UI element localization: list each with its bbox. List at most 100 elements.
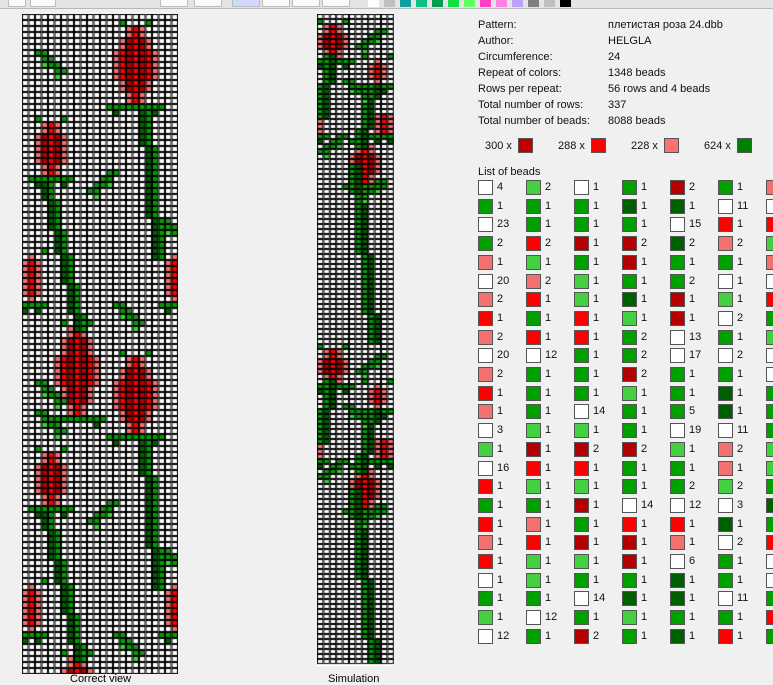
- bead-count: 1: [497, 499, 504, 511]
- bead-swatch: [670, 479, 685, 494]
- bead-count: 2: [545, 181, 552, 193]
- bead-swatch: [526, 274, 541, 289]
- toolbar-button[interactable]: [292, 0, 320, 7]
- simulation-pattern[interactable]: [317, 14, 394, 666]
- bead-count: 1: [497, 536, 504, 548]
- bead-count: 1: [497, 312, 504, 324]
- palette-swatch[interactable]: [432, 0, 443, 7]
- bead-count: 2: [593, 630, 600, 642]
- bead-count: 1: [641, 518, 648, 530]
- palette-swatch[interactable]: [528, 0, 539, 7]
- bead-swatch: [670, 199, 685, 214]
- bead-count: 1: [689, 312, 696, 324]
- bead-count: 1: [593, 200, 600, 212]
- palette-swatch[interactable]: [384, 0, 395, 7]
- bead-count: 1: [689, 200, 696, 212]
- palette-swatch[interactable]: [512, 0, 523, 7]
- palette-swatch[interactable]: [400, 0, 411, 7]
- bead-count: 1: [545, 499, 552, 511]
- bead-count: 1: [497, 256, 504, 268]
- list-of-beads-title: List of beads: [478, 166, 541, 178]
- bead-count: 2: [737, 443, 744, 455]
- bead-swatch: [478, 255, 493, 270]
- bead-swatch: [526, 461, 541, 476]
- bead-swatch: [766, 535, 773, 550]
- bead-count: 2: [689, 275, 696, 287]
- bead-swatch: [574, 517, 589, 532]
- bead-swatch: [622, 498, 637, 513]
- palette-swatch[interactable]: [544, 0, 555, 7]
- bead-swatch: [526, 367, 541, 382]
- bead-swatch: [574, 311, 589, 326]
- bead-count: 16: [497, 462, 510, 474]
- simulation-caption: Simulation: [328, 673, 380, 685]
- toolbar-button[interactable]: [160, 0, 188, 7]
- bead-count: 2: [497, 368, 504, 380]
- bead-count: 1: [545, 293, 552, 305]
- bead-swatch: [670, 535, 685, 550]
- bead-swatch: [622, 386, 637, 401]
- palette-swatch[interactable]: [448, 0, 459, 7]
- palette-swatch[interactable]: [560, 0, 571, 7]
- bead-count: 1: [593, 536, 600, 548]
- bead-swatch: [670, 629, 685, 644]
- bead-count: 1: [593, 555, 600, 567]
- bead-count: 1: [737, 574, 744, 586]
- palette-swatch[interactable]: [464, 0, 475, 7]
- bead-swatch: [766, 199, 773, 214]
- bead-count: 1: [689, 293, 696, 305]
- bead-swatch: [670, 404, 685, 419]
- bead-count: 1: [689, 536, 696, 548]
- bead-count: 1: [641, 611, 648, 623]
- bead-count: 1: [641, 275, 648, 287]
- toolbar-button[interactable]: [232, 0, 260, 7]
- palette-swatch[interactable]: [416, 0, 427, 7]
- toolbar-button[interactable]: [194, 0, 222, 7]
- bead-count: 1: [641, 555, 648, 567]
- correct-view-pattern[interactable]: [22, 14, 178, 674]
- info-value-repeat: 1348 beads: [608, 67, 666, 79]
- bead-swatch: [622, 236, 637, 251]
- bead-swatch: [622, 180, 637, 195]
- bead-count: 1: [545, 405, 552, 417]
- bead-swatch: [670, 274, 685, 289]
- bead-swatch: [622, 292, 637, 307]
- correct-view-board[interactable]: [22, 14, 178, 674]
- bead-swatch: [718, 255, 733, 270]
- bead-swatch: [622, 367, 637, 382]
- bead-count: 1: [593, 218, 600, 230]
- simulation-board[interactable]: [317, 14, 394, 666]
- bead-swatch: [574, 629, 589, 644]
- color-total-swatch: [736, 138, 752, 153]
- info-value-pattern: плетистая роза 24.dbb: [608, 19, 723, 31]
- palette-swatch[interactable]: [496, 0, 507, 7]
- toolbar-button[interactable]: [322, 0, 350, 7]
- bead-count: 1: [497, 200, 504, 212]
- bead-swatch: [766, 610, 773, 625]
- bead-swatch: [574, 199, 589, 214]
- bead-swatch: [526, 330, 541, 345]
- bead-swatch: [766, 498, 773, 513]
- bead-swatch: [526, 292, 541, 307]
- toolbar-button[interactable]: [8, 0, 26, 7]
- bead-swatch: [766, 274, 773, 289]
- bead-swatch: [622, 330, 637, 345]
- bead-count: 1: [641, 405, 648, 417]
- bead-swatch: [766, 330, 773, 345]
- bead-count: 2: [641, 443, 648, 455]
- bead-swatch: [526, 517, 541, 532]
- bead-swatch: [766, 236, 773, 251]
- bead-count: 2: [497, 293, 504, 305]
- bead-count: 1: [497, 592, 504, 604]
- bead-swatch: [574, 348, 589, 363]
- bead-count: 1: [545, 312, 552, 324]
- bead-count: 13: [689, 331, 702, 343]
- bead-count: 1: [737, 555, 744, 567]
- palette-swatch[interactable]: [480, 0, 491, 7]
- color-total: 624 x: [704, 138, 752, 153]
- bead-swatch: [526, 199, 541, 214]
- bead-count: 1: [545, 536, 552, 548]
- toolbar-button[interactable]: [262, 0, 290, 7]
- palette-swatch[interactable]: [368, 0, 379, 7]
- toolbar-button[interactable]: [30, 0, 56, 7]
